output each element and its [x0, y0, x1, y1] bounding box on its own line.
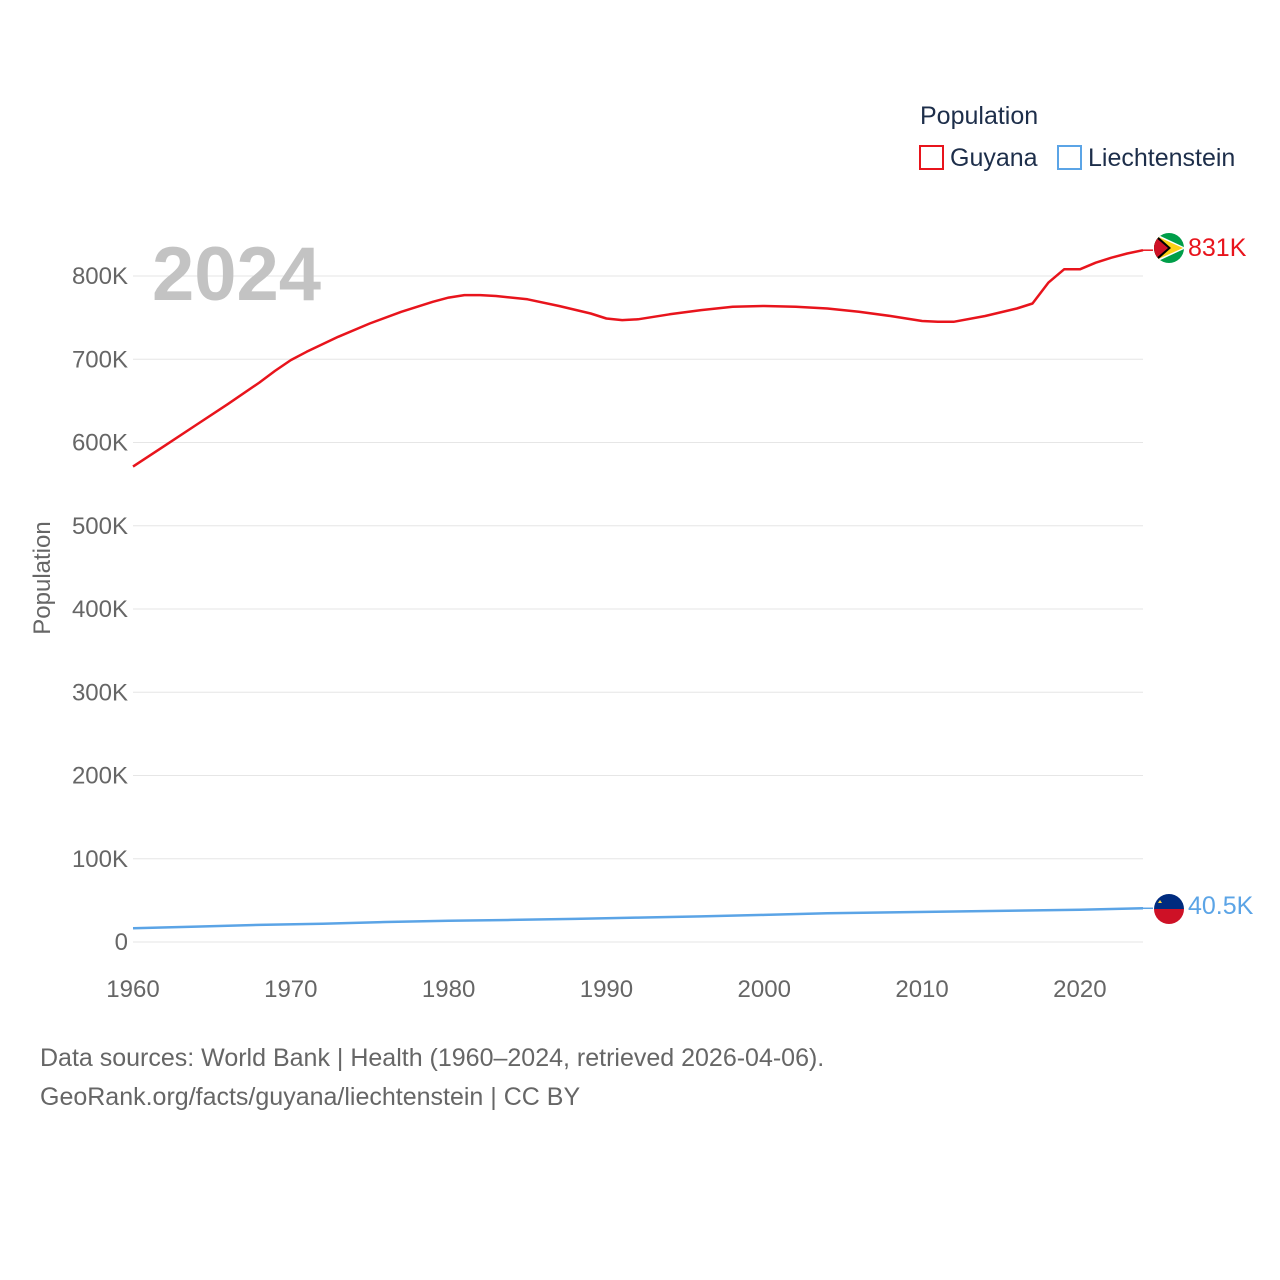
y-tick-label: 0	[115, 929, 128, 956]
guyana-end-label: 831K	[1188, 234, 1247, 262]
x-tick-label: 2010	[895, 976, 948, 1003]
y-tick-label: 300K	[72, 679, 128, 706]
x-tick-label: 1980	[422, 976, 475, 1003]
liechtenstein-flag-icon	[1154, 894, 1184, 924]
x-axis-ticks: 1960 1970 1980 1990 2000 2010 2020	[106, 976, 1106, 1003]
series-line-guyana[interactable]	[132, 248, 1144, 468]
legend-swatch-liechtenstein[interactable]	[1057, 145, 1082, 170]
y-tick-label: 700K	[72, 346, 128, 373]
x-tick-label: 2000	[738, 976, 791, 1003]
y-tick-label: 500K	[72, 513, 128, 540]
legend-label-liechtenstein[interactable]: Liechtenstein	[1088, 144, 1235, 172]
y-axis-ticks: 0 100K 200K 300K 400K 500K 600K 700K 800K	[72, 263, 128, 956]
y-tick-label: 800K	[72, 263, 128, 290]
legend-label-guyana[interactable]: Guyana	[950, 144, 1038, 172]
x-tick-label: 1960	[106, 976, 159, 1003]
x-tick-label: 2020	[1053, 976, 1106, 1003]
series-line-liechtenstein[interactable]	[132, 907, 1144, 930]
footer-source: Data sources: World Bank | Health (1960–…	[40, 1044, 825, 1072]
legend: Population Guyana Liechtenstein	[919, 102, 1235, 172]
legend-swatch-guyana[interactable]	[919, 145, 944, 170]
legend-title: Population	[920, 102, 1038, 130]
y-axis-title: Population	[29, 521, 56, 634]
year-watermark: 2024	[152, 232, 321, 317]
guyana-end-marker: 831K	[1154, 233, 1247, 263]
footer-link[interactable]: GeoRank.org/facts/guyana/liechtenstein |…	[40, 1083, 581, 1111]
grid-lines	[133, 275, 1143, 943]
liechtenstein-end-label: 40.5K	[1188, 892, 1254, 920]
x-tick-label: 1970	[264, 976, 317, 1003]
series-lines	[132, 248, 1153, 930]
y-tick-label: 600K	[72, 430, 128, 457]
x-tick-label: 1990	[580, 976, 633, 1003]
y-tick-label: 100K	[72, 846, 128, 873]
y-tick-label: 400K	[72, 596, 128, 623]
guyana-flag-icon	[1154, 233, 1184, 263]
liechtenstein-end-marker: 40.5K	[1154, 892, 1254, 924]
y-tick-label: 200K	[72, 763, 128, 790]
